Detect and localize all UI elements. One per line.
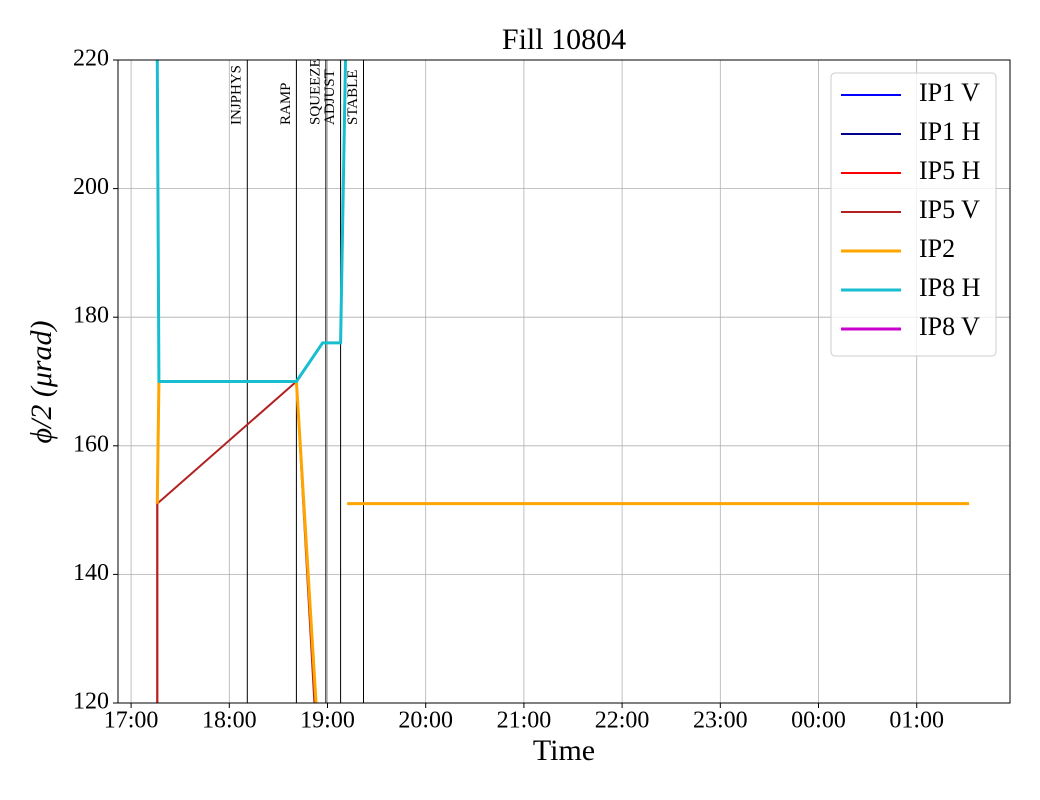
y-tick-label: 140: [73, 560, 109, 586]
chart-title: Fill 10804: [502, 23, 626, 56]
mode-label: INJPHYS: [229, 65, 245, 125]
y-tick-label: 180: [73, 303, 109, 329]
plot-lines: [155, 60, 970, 703]
x-tick-label: 23:00: [693, 708, 748, 734]
legend-label: IP8 V: [919, 312, 980, 341]
x-tick-label: 17:00: [104, 708, 159, 734]
plot-frame: [117, 59, 1011, 704]
x-tick-label: 19:00: [300, 708, 355, 734]
y-tick-label: 220: [73, 46, 109, 72]
series-line: [155, 60, 348, 383]
y-tick-label: 120: [73, 689, 109, 715]
mode-label: SQUEEZE: [307, 58, 323, 125]
series-line: [155, 380, 970, 703]
mode-label: RAMP: [278, 82, 294, 125]
legend-label: IP8 H: [919, 273, 981, 302]
x-tick-label: 01:00: [889, 708, 944, 734]
legend-label: IP1 H: [919, 117, 981, 146]
x-axis-label: Time: [533, 734, 595, 767]
x-tick-label: 21:00: [497, 708, 552, 734]
mode-label: STABLE: [345, 70, 361, 125]
x-tick-label: 20:00: [398, 708, 453, 734]
x-tick-label: 18:00: [202, 708, 257, 734]
legend-label: IP5 V: [919, 195, 980, 224]
x-tick-label: 00:00: [791, 708, 846, 734]
x-tick-label: 22:00: [595, 708, 650, 734]
legend-label: IP5 H: [919, 156, 981, 185]
mode-label: ADJUST: [322, 69, 338, 125]
legend-label: IP2: [919, 234, 955, 263]
y-tick-label: 200: [73, 174, 109, 200]
legend-box: [830, 72, 997, 357]
series-line: [157, 504, 314, 703]
y-axis-label: ϕ/2 (μrad): [25, 320, 58, 443]
legend-label: IP1 V: [919, 78, 980, 107]
series-line: [156, 380, 316, 703]
y-tick-label: 160: [73, 431, 109, 457]
